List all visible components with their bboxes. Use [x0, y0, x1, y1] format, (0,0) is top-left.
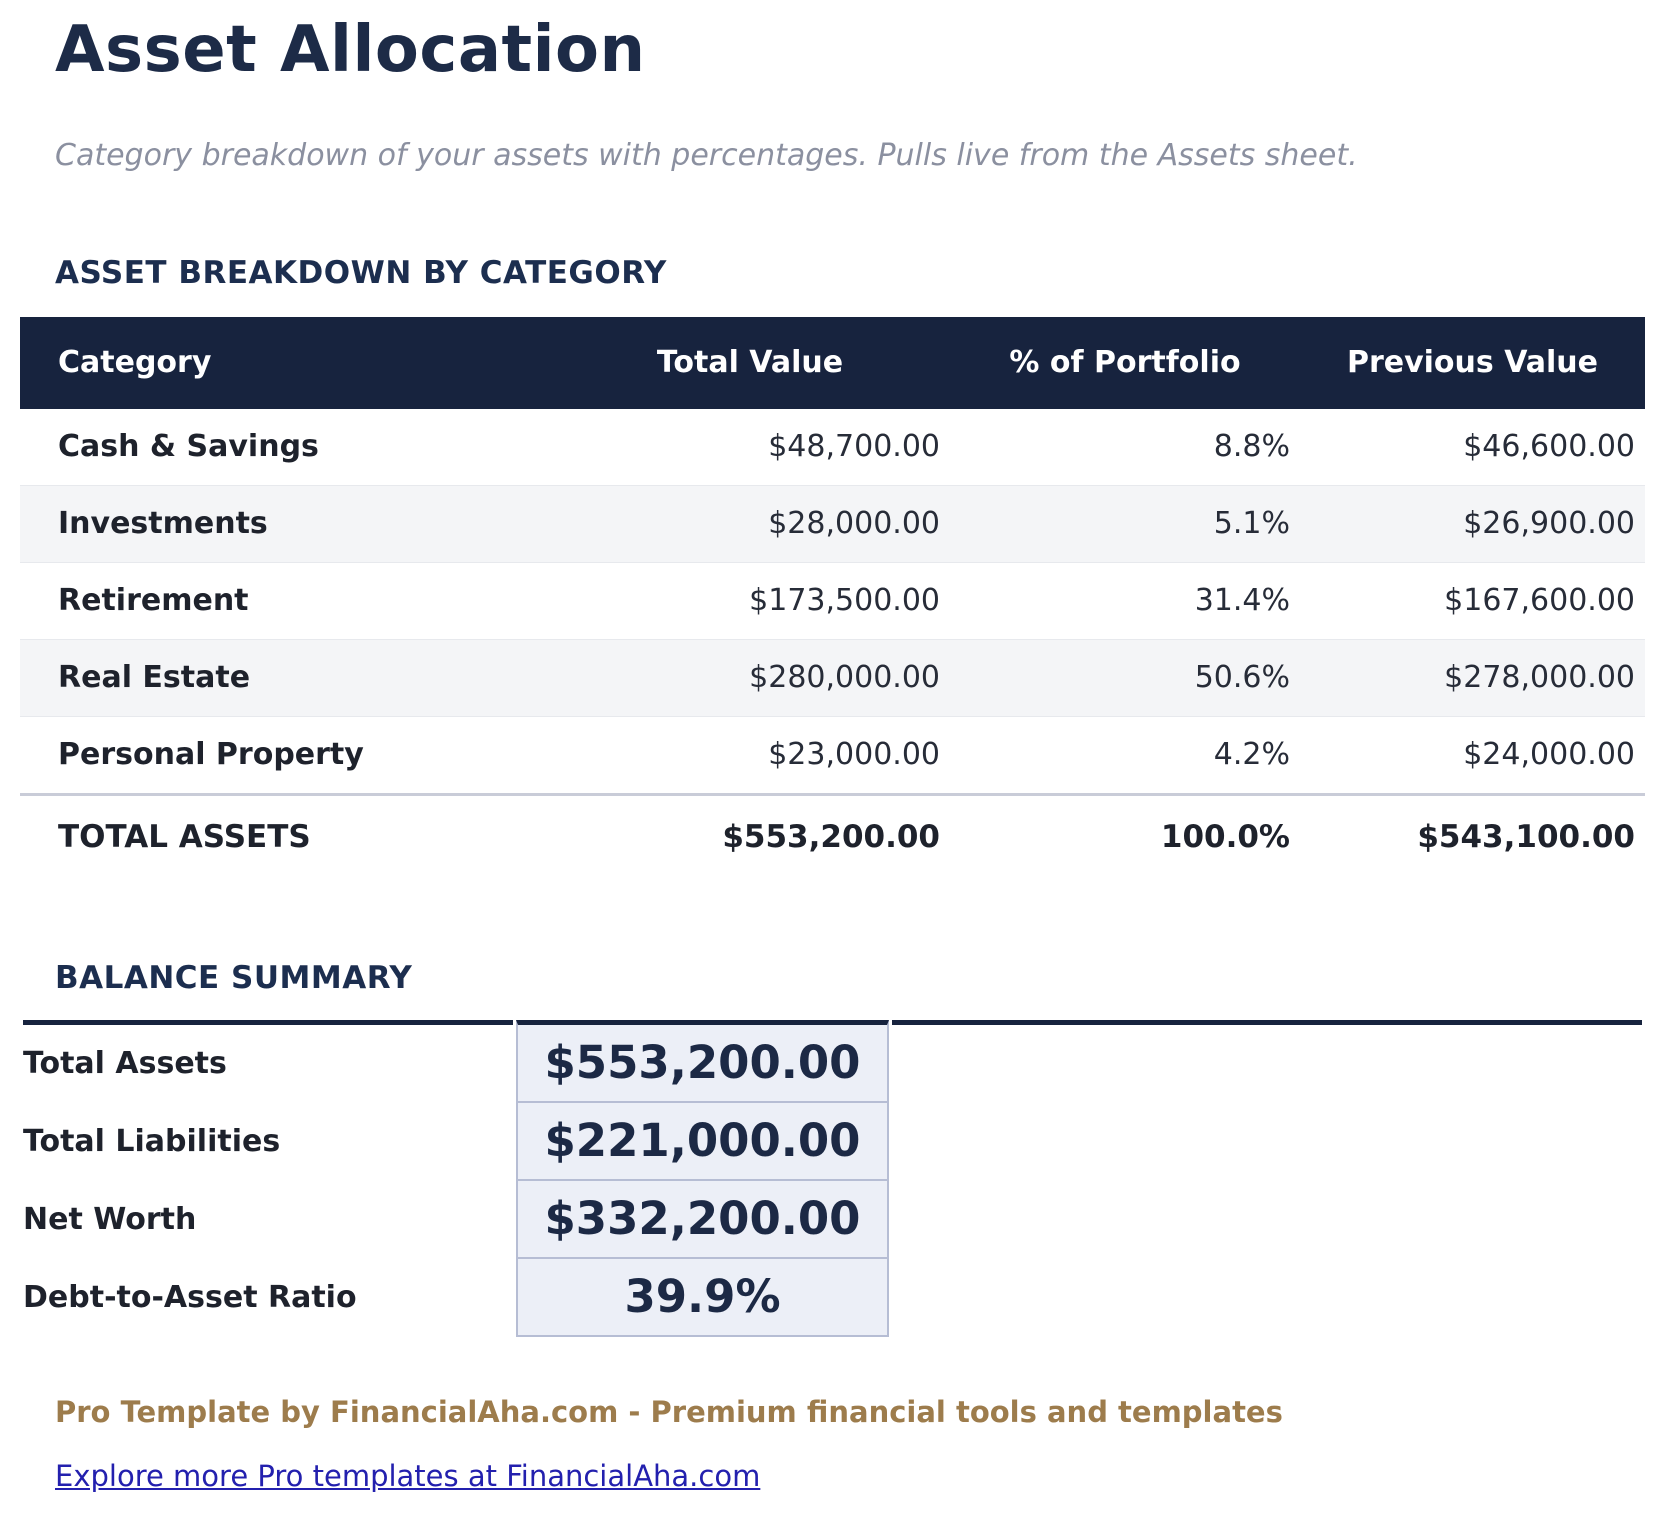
table-row: Personal Property $23,000.00 4.2% $24,00…: [20, 716, 1645, 795]
total-value-cell: $173,500.00: [550, 562, 950, 640]
total-value-cell: $48,700.00: [550, 408, 950, 486]
total-value-cell: $553,200.00: [550, 792, 950, 878]
balance-row-spacer: [892, 1181, 1642, 1259]
page-subtitle: Category breakdown of your assets with p…: [55, 137, 1358, 173]
previous-value-cell: $26,900.00: [1300, 485, 1645, 563]
column-header-total-value: Total Value: [550, 316, 950, 409]
category-cell: Cash & Savings: [20, 408, 550, 486]
balance-row: Total Liabilities $221,000.00: [23, 1102, 1642, 1181]
balance-value-box: $332,200.00: [516, 1180, 889, 1259]
previous-value-cell: $46,600.00: [1300, 408, 1645, 486]
balance-row: Debt-to-Asset Ratio 39.9%: [23, 1258, 1642, 1337]
balance-label: Total Assets: [23, 1019, 513, 1103]
balance-summary-section-title: BALANCE SUMMARY: [55, 959, 413, 996]
balance-row-spacer: [892, 1259, 1642, 1337]
table-row: Real Estate $280,000.00 50.6% $278,000.0…: [20, 639, 1645, 717]
asset-breakdown-section-title: ASSET BREAKDOWN BY CATEGORY: [55, 254, 667, 291]
table-row: Cash & Savings $48,700.00 8.8% $46,600.0…: [20, 408, 1645, 486]
previous-value-cell: $167,600.00: [1300, 562, 1645, 640]
balance-label: Net Worth: [23, 1202, 197, 1238]
table-row: Retirement $173,500.00 31.4% $167,600.00: [20, 562, 1645, 640]
balance-value-box: 39.9%: [516, 1258, 889, 1337]
balance-label: Total Liabilities: [23, 1124, 281, 1160]
table-header-row: Category Total Value % of Portfolio Prev…: [20, 316, 1645, 409]
balance-value-box: $553,200.00: [516, 1019, 889, 1103]
category-cell: Investments: [20, 485, 550, 563]
pct-cell: 8.8%: [950, 408, 1300, 486]
balance-row: Net Worth $332,200.00: [23, 1180, 1642, 1259]
column-header-previous-value: Previous Value: [1300, 316, 1645, 409]
pct-cell: 31.4%: [950, 562, 1300, 640]
balance-row-spacer: [892, 1019, 1642, 1103]
total-assets-row: TOTAL ASSETS $553,200.00 100.0% $543,100…: [20, 792, 1645, 878]
total-value-cell: $28,000.00: [550, 485, 950, 563]
pct-cell: 4.2%: [950, 716, 1300, 795]
category-cell: Personal Property: [20, 716, 550, 795]
footer-explore-link[interactable]: Explore more Pro templates at FinancialA…: [55, 1458, 761, 1493]
previous-value-cell: $278,000.00: [1300, 639, 1645, 717]
total-value-cell: $280,000.00: [550, 639, 950, 717]
total-pct-cell: 100.0%: [950, 792, 1300, 878]
balance-row-spacer: [892, 1103, 1642, 1181]
total-previous-value-cell: $543,100.00: [1300, 792, 1645, 878]
total-value-cell: $23,000.00: [550, 716, 950, 795]
pct-cell: 50.6%: [950, 639, 1300, 717]
category-cell: Retirement: [20, 562, 550, 640]
footer-tagline: Pro Template by FinancialAha.com - Premi…: [55, 1394, 1283, 1429]
total-label-cell: TOTAL ASSETS: [20, 792, 550, 878]
balance-value-box: $221,000.00: [516, 1102, 889, 1181]
balance-row: Total Assets $553,200.00: [23, 1019, 1642, 1103]
asset-breakdown-table: Category Total Value % of Portfolio Prev…: [20, 316, 1645, 878]
pct-cell: 5.1%: [950, 485, 1300, 563]
table-row: Investments $28,000.00 5.1% $26,900.00: [20, 485, 1645, 563]
column-header-pct-of-portfolio: % of Portfolio: [950, 316, 1300, 409]
category-cell: Real Estate: [20, 639, 550, 717]
previous-value-cell: $24,000.00: [1300, 716, 1645, 795]
balance-summary-table: Total Assets $553,200.00 Total Liabiliti…: [20, 1019, 1645, 1337]
column-header-category: Category: [20, 316, 550, 409]
page-title: Asset Allocation: [55, 13, 646, 87]
balance-label: Debt-to-Asset Ratio: [23, 1280, 357, 1316]
